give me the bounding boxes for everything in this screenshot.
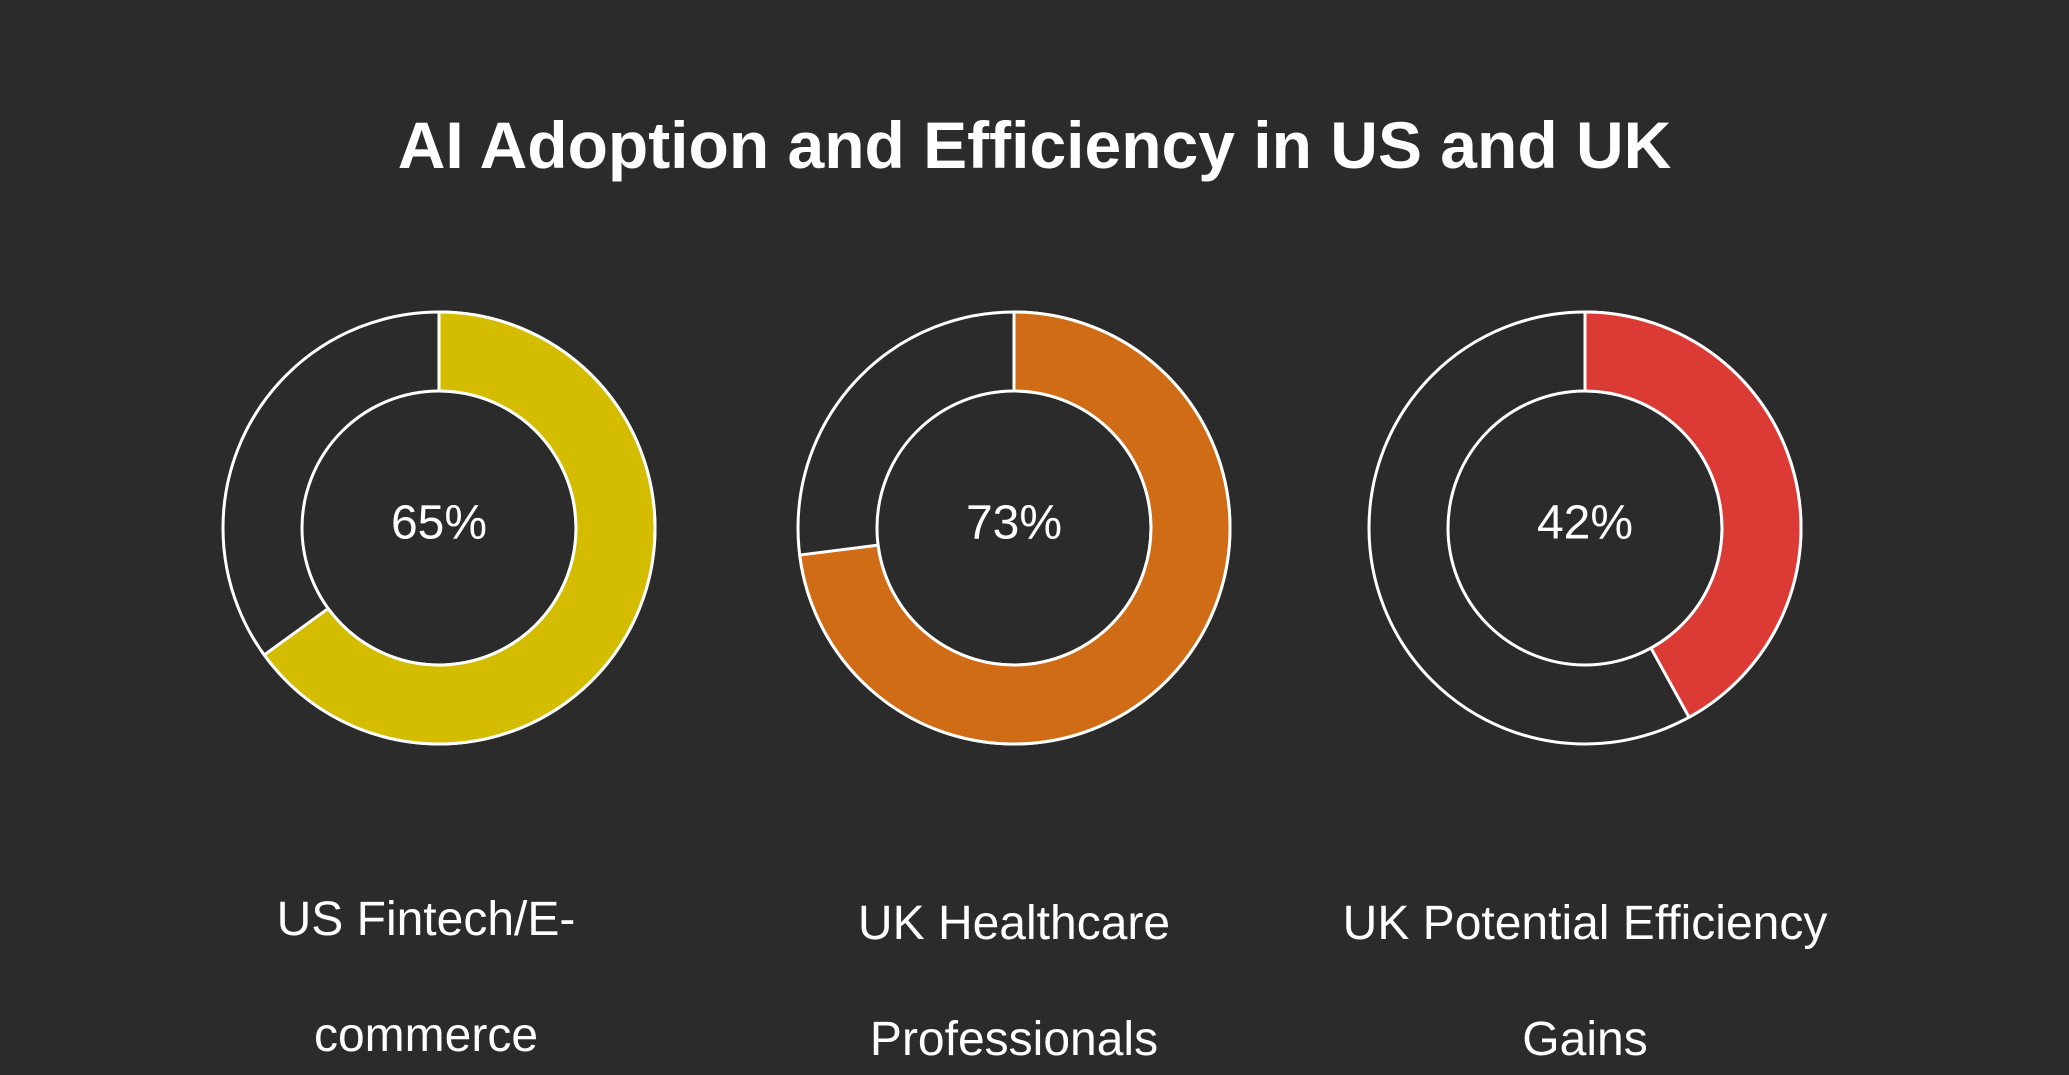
chart-title: AI Adoption and Efficiency in US and UK [397, 108, 1672, 182]
donut-uk-healthcare-professionals: 73% [796, 310, 1232, 746]
donut-value-segment [798, 310, 1232, 746]
caption-line: UK Healthcare [857, 897, 1171, 950]
caption-line: UK Potential Efficiency [1342, 897, 1828, 950]
donut-percent-label: 42% [1537, 497, 1633, 550]
donut-value-segment [1583, 310, 1803, 719]
caption-us-fintech: US Fintech/E- commerce [126, 833, 726, 1075]
caption-line: US Fintech/E- [276, 893, 576, 946]
donut-us-fintech-e-commerce: 65% [221, 310, 657, 746]
caption-line: Professionals [869, 1013, 1159, 1066]
donut-uk-potential-efficiency-gains: 42% [1367, 310, 1803, 746]
caption-line: Gains [1522, 1013, 1648, 1066]
donut-percent-label: 65% [391, 497, 487, 550]
donut-percent-label: 73% [966, 497, 1062, 550]
donut-value-segment [262, 310, 657, 746]
caption-uk-healthcare: UK Healthcare Professionals [714, 837, 1314, 1075]
caption-line: commerce [313, 1009, 539, 1062]
caption-uk-efficiency: UK Potential Efficiency Gains [1285, 837, 1885, 1075]
